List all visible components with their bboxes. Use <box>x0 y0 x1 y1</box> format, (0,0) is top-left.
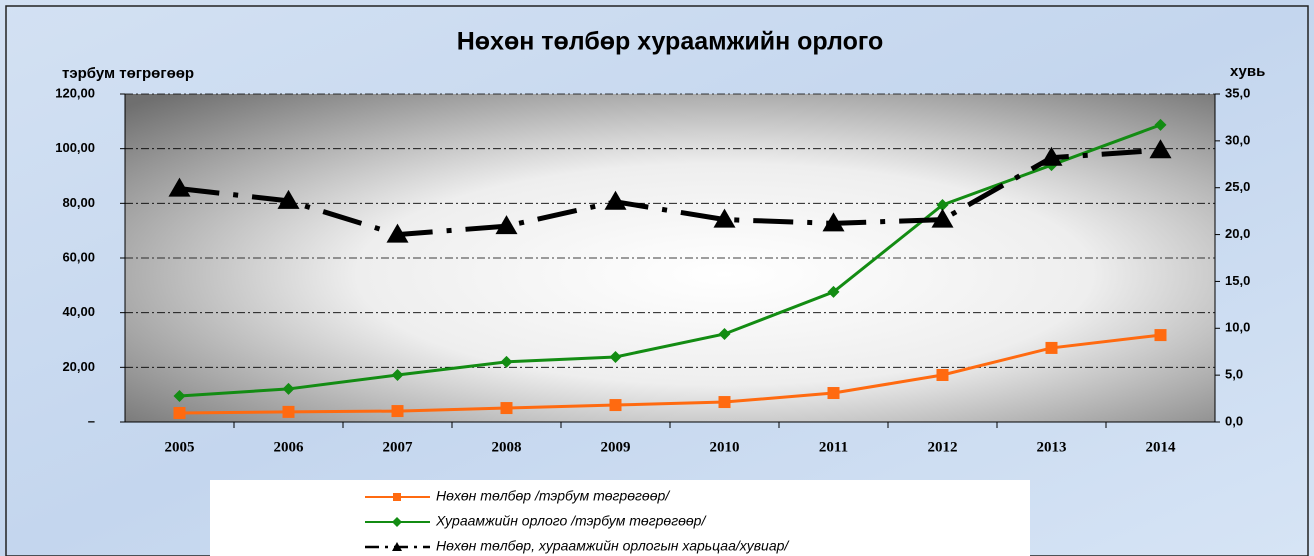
legend-box <box>210 480 1030 556</box>
marker <box>1149 139 1172 159</box>
marker <box>1154 118 1167 131</box>
y2-tick-label: 25,0 <box>1225 179 1250 194</box>
marker <box>936 198 949 211</box>
x-tick-label: 2013 <box>1037 439 1067 455</box>
y2-tick-label: 35,0 <box>1225 85 1250 100</box>
legend-label: Хураамжийн орлого /тэрбум төгрөгөөр/ <box>435 513 707 529</box>
legend-marker <box>392 517 402 527</box>
series-line <box>179 147 1161 238</box>
y2-tick-label: 0,0 <box>1225 413 1243 428</box>
marker <box>713 208 736 228</box>
marker <box>827 387 840 400</box>
x-tick-label: 2008 <box>492 439 522 455</box>
y2-tick-label: 30,0 <box>1225 132 1250 147</box>
marker <box>1040 146 1063 166</box>
x-tick-label: 2007 <box>383 439 414 455</box>
x-tick-label: 2005 <box>165 439 195 455</box>
marker <box>500 355 513 368</box>
y-tick-label: 120,00 <box>55 85 95 100</box>
y2-tick-label: 15,0 <box>1225 273 1250 288</box>
y-tick-label: 60,00 <box>62 249 95 264</box>
y-tick-label: 20,00 <box>62 359 95 374</box>
series-line <box>179 333 1161 415</box>
marker <box>609 399 622 412</box>
y-tick-label: – <box>88 413 95 428</box>
marker <box>391 368 404 381</box>
frame <box>5 5 1309 556</box>
marker <box>173 390 186 403</box>
x-tick-label: 2010 <box>710 439 740 455</box>
legend-marker <box>393 493 401 501</box>
marker <box>1154 329 1167 342</box>
marker <box>718 396 731 409</box>
marker <box>168 177 191 197</box>
y2-axis-title: хувь <box>1230 63 1265 80</box>
x-tick-label: 2006 <box>274 439 305 455</box>
marker <box>827 285 840 298</box>
marker <box>936 368 949 381</box>
y-axis-title: тэрбум төгрөгөөр <box>62 65 194 82</box>
marker <box>609 350 622 363</box>
marker <box>495 215 518 235</box>
y-tick-label: 80,00 <box>62 195 95 210</box>
x-tick-label: 2011 <box>819 439 848 455</box>
x-tick-label: 2014 <box>1146 439 1177 455</box>
marker <box>282 382 295 395</box>
y2-tick-label: 20,0 <box>1225 226 1250 241</box>
y2-tick-label: 10,0 <box>1225 320 1250 335</box>
marker <box>822 212 845 232</box>
legend-label: Нөхөн төлбөр, хураамжийн орлогын харьцаа… <box>436 538 790 554</box>
marker <box>500 402 513 415</box>
y-tick-label: 40,00 <box>62 304 95 319</box>
marker <box>277 189 300 209</box>
marker <box>173 406 186 419</box>
marker <box>604 190 627 210</box>
x-tick-label: 2009 <box>601 439 631 455</box>
marker <box>1045 341 1058 354</box>
marker <box>282 405 295 418</box>
marker <box>718 327 731 340</box>
legend-marker <box>392 542 402 551</box>
legend-label: Нөхөн төлбөр /тэрбум төгрөгөөр/ <box>436 488 671 504</box>
x-tick-label: 2012 <box>928 439 958 455</box>
marker <box>386 223 409 243</box>
y2-tick-label: 5,0 <box>1225 367 1243 382</box>
series-line <box>179 123 1162 398</box>
marker <box>391 405 404 418</box>
y-tick-label: 100,00 <box>55 140 95 155</box>
marker <box>931 208 954 228</box>
chart-title: Нөхөн төлбөр хураамжийн орлого <box>457 28 884 56</box>
